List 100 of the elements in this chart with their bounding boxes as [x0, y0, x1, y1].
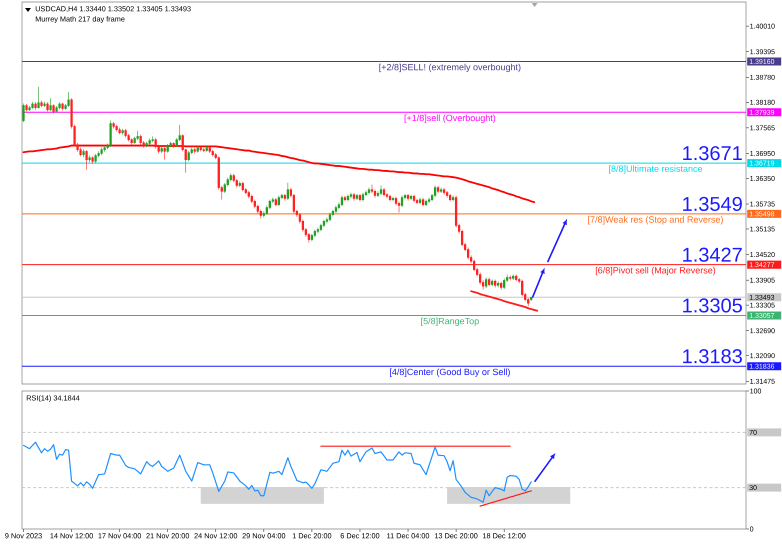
- candlestick: [352, 192, 356, 201]
- candlestick: [494, 279, 496, 288]
- candlestick: [100, 147, 103, 156]
- candlestick: [34, 102, 37, 110]
- candlestick: [28, 106, 31, 112]
- candlestick: [194, 148, 196, 154]
- candlestick: [85, 150, 88, 170]
- annotation: 1.3183: [683, 349, 742, 364]
- candlestick: [488, 277, 490, 286]
- candlestick: [412, 194, 416, 203]
- candlestick: [116, 124, 118, 132]
- candlestick: [109, 120, 112, 148]
- candlestick: [103, 145, 106, 152]
- candlestick: [196, 146, 199, 153]
- candlestick: [320, 223, 322, 232]
- candlestick: [82, 148, 85, 158]
- candlestick: [91, 156, 94, 164]
- candlestick: [370, 184, 374, 194]
- annotation: 1.3549: [683, 196, 742, 212]
- annotation: 1.3427: [683, 248, 742, 262]
- candlestick: [208, 146, 211, 154]
- candlestick: [49, 98, 52, 112]
- candlestick: [382, 188, 386, 197]
- candlestick: [146, 142, 148, 148]
- candlestick: [310, 233, 314, 242]
- candlestick: [392, 196, 394, 202]
- candlestick: [422, 198, 424, 207]
- candlestick: [130, 138, 133, 146]
- candlestick: [334, 205, 338, 214]
- candlestick: [491, 279, 494, 286]
- candlestick: [118, 127, 121, 135]
- candlestick: [466, 247, 470, 260]
- candlestick: [286, 182, 290, 200]
- candlestick: [356, 194, 358, 200]
- candlestick: [284, 194, 286, 201]
- candlestick: [362, 192, 364, 202]
- candlestick: [428, 197, 430, 204]
- candlestick: [416, 198, 418, 205]
- candlestick: [61, 102, 64, 111]
- candlestick: [380, 185, 382, 196]
- candlestick: [172, 142, 175, 148]
- candlestick: [25, 104, 28, 112]
- candlestick: [37, 86, 40, 109]
- candlestick: [148, 138, 151, 146]
- candlestick: [242, 181, 244, 192]
- candlestick: [140, 134, 142, 146]
- candlestick: [58, 102, 61, 110]
- candlestick: [212, 149, 214, 157]
- candlestick: [485, 277, 488, 289]
- candlestick: [188, 150, 190, 162]
- candlestick: [344, 196, 346, 202]
- candlestick: [515, 274, 518, 282]
- candlestick: [31, 102, 34, 110]
- candlestick: [202, 148, 205, 153]
- candlestick: [112, 122, 115, 129]
- candlestick: [322, 219, 326, 228]
- candlestick: [358, 194, 362, 202]
- candlestick: [530, 296, 532, 302]
- candlestick: [136, 130, 139, 140]
- candlestick: [509, 275, 512, 281]
- candlestick: [124, 128, 127, 138]
- candlestick: [122, 128, 124, 136]
- candlestick: [418, 197, 422, 205]
- candlestick: [22, 103, 25, 123]
- candlestick: [346, 194, 350, 202]
- ref-line-label: [+1/8]sell (Overbought): [404, 114, 496, 123]
- candlestick: [238, 181, 241, 188]
- ref-line-label: [5/8]RangeTop: [421, 318, 479, 326]
- candlestick: [55, 106, 58, 113]
- candlestick: [40, 100, 43, 108]
- candlestick: [512, 274, 514, 280]
- candlestick: [314, 229, 316, 238]
- candlestick: [410, 194, 412, 200]
- candlestick: [200, 146, 202, 152]
- candlestick: [166, 144, 169, 153]
- line-series: [480, 490, 532, 507]
- candlestick: [368, 187, 370, 195]
- candlestick: [88, 155, 91, 162]
- candlestick: [278, 195, 280, 206]
- ref-line-label: [7/8]Weak res (Stop and Reverse): [588, 216, 723, 224]
- candlestick: [152, 136, 154, 143]
- candlestick: [340, 195, 344, 207]
- candlestick: [388, 194, 392, 202]
- candlestick: [400, 195, 404, 208]
- candlestick: [274, 198, 277, 207]
- candlestick: [503, 278, 506, 290]
- candlestick: [316, 227, 320, 234]
- annotation: 1.3305: [683, 298, 742, 313]
- candlestick: [442, 188, 446, 195]
- candlestick: [497, 280, 500, 288]
- candlestick: [79, 147, 82, 157]
- candlestick: [160, 146, 163, 154]
- annotation: 1.3671: [683, 146, 742, 160]
- candlestick: [446, 190, 448, 198]
- ref-line-label: [+2/8]SELL! (extremely overbought): [379, 64, 520, 72]
- candlestick: [448, 194, 452, 202]
- candlestick: [350, 192, 352, 199]
- candlestick: [94, 154, 97, 164]
- candlestick: [43, 101, 46, 108]
- ref-line-label: [8/8]Ultimate resistance: [609, 165, 702, 174]
